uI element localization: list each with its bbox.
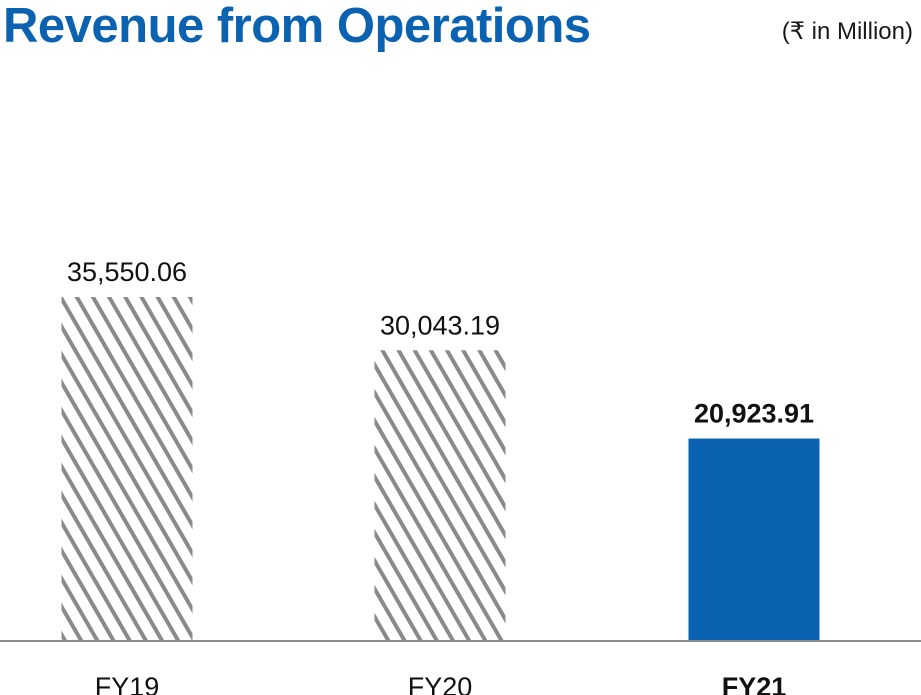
category-label-fy21: FY21: [722, 672, 787, 695]
labels-layer: 35,550.06 FY19 30,043.19 FY20 20,923.91 FY21: [67, 257, 814, 695]
chart-title: Revenue from Operations: [3, 0, 591, 53]
value-label-fy20: 30,043.19: [380, 310, 500, 340]
value-label-fy19: 35,550.06: [67, 257, 187, 287]
category-label-fy19: FY19: [95, 672, 160, 695]
bar-fy21: [688, 438, 820, 641]
bars-layer: [61, 297, 820, 641]
unit-label: (₹ in Million): [781, 18, 913, 45]
value-label-fy21: 20,923.91: [694, 399, 814, 429]
bar-fy20: [374, 350, 506, 641]
category-label-fy20: FY20: [408, 672, 473, 695]
bar-fy19: [61, 297, 193, 641]
